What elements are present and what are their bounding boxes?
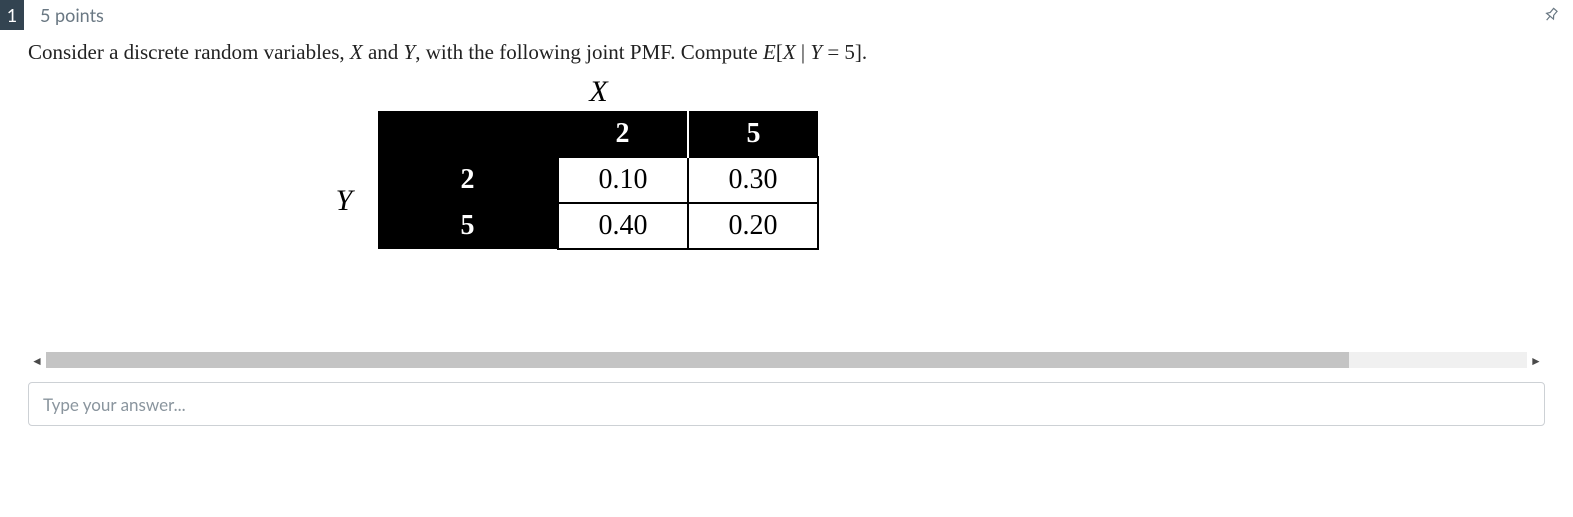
table-row: 5 0.40 0.20 [378, 203, 818, 249]
pmf-table-container: X Y 2 5 2 0.10 0.30 5 0.40 0.20 [318, 75, 1545, 250]
row-header: 2 [378, 157, 558, 203]
answer-input-container [28, 382, 1545, 426]
pmf-cell: 0.10 [558, 157, 688, 203]
row-header: 5 [378, 203, 558, 249]
question-body: Consider a discrete random variables, X … [0, 30, 1573, 250]
answer-input[interactable] [28, 382, 1545, 426]
scroll-right-icon[interactable]: ► [1527, 353, 1545, 368]
table-header-row: 2 5 [378, 111, 818, 157]
pmf-cell: 0.20 [688, 203, 818, 249]
pmf-cell: 0.30 [688, 157, 818, 203]
col-header: 2 [558, 111, 688, 157]
table-row: 2 0.10 0.30 [378, 157, 818, 203]
x-axis-label: X [378, 75, 819, 111]
y-axis-label: Y [318, 111, 378, 250]
question-number: 1 [7, 4, 17, 26]
pmf-table: 2 5 2 0.10 0.30 5 0.40 0.20 [378, 111, 819, 250]
table-corner-blank [378, 111, 558, 157]
scroll-track[interactable] [46, 352, 1527, 368]
pmf-cell: 0.40 [558, 203, 688, 249]
pin-icon[interactable] [1537, 1, 1565, 29]
horizontal-scrollbar[interactable]: ◄ ► [28, 350, 1545, 370]
question-header: 1 5 points [0, 0, 1573, 30]
question-prompt: Consider a discrete random variables, X … [28, 40, 1545, 65]
question-number-badge: 1 [0, 0, 24, 30]
points-label: 5 points [40, 4, 104, 26]
scroll-thumb[interactable] [46, 352, 1349, 368]
scroll-left-icon[interactable]: ◄ [28, 353, 46, 368]
col-header: 5 [688, 111, 818, 157]
